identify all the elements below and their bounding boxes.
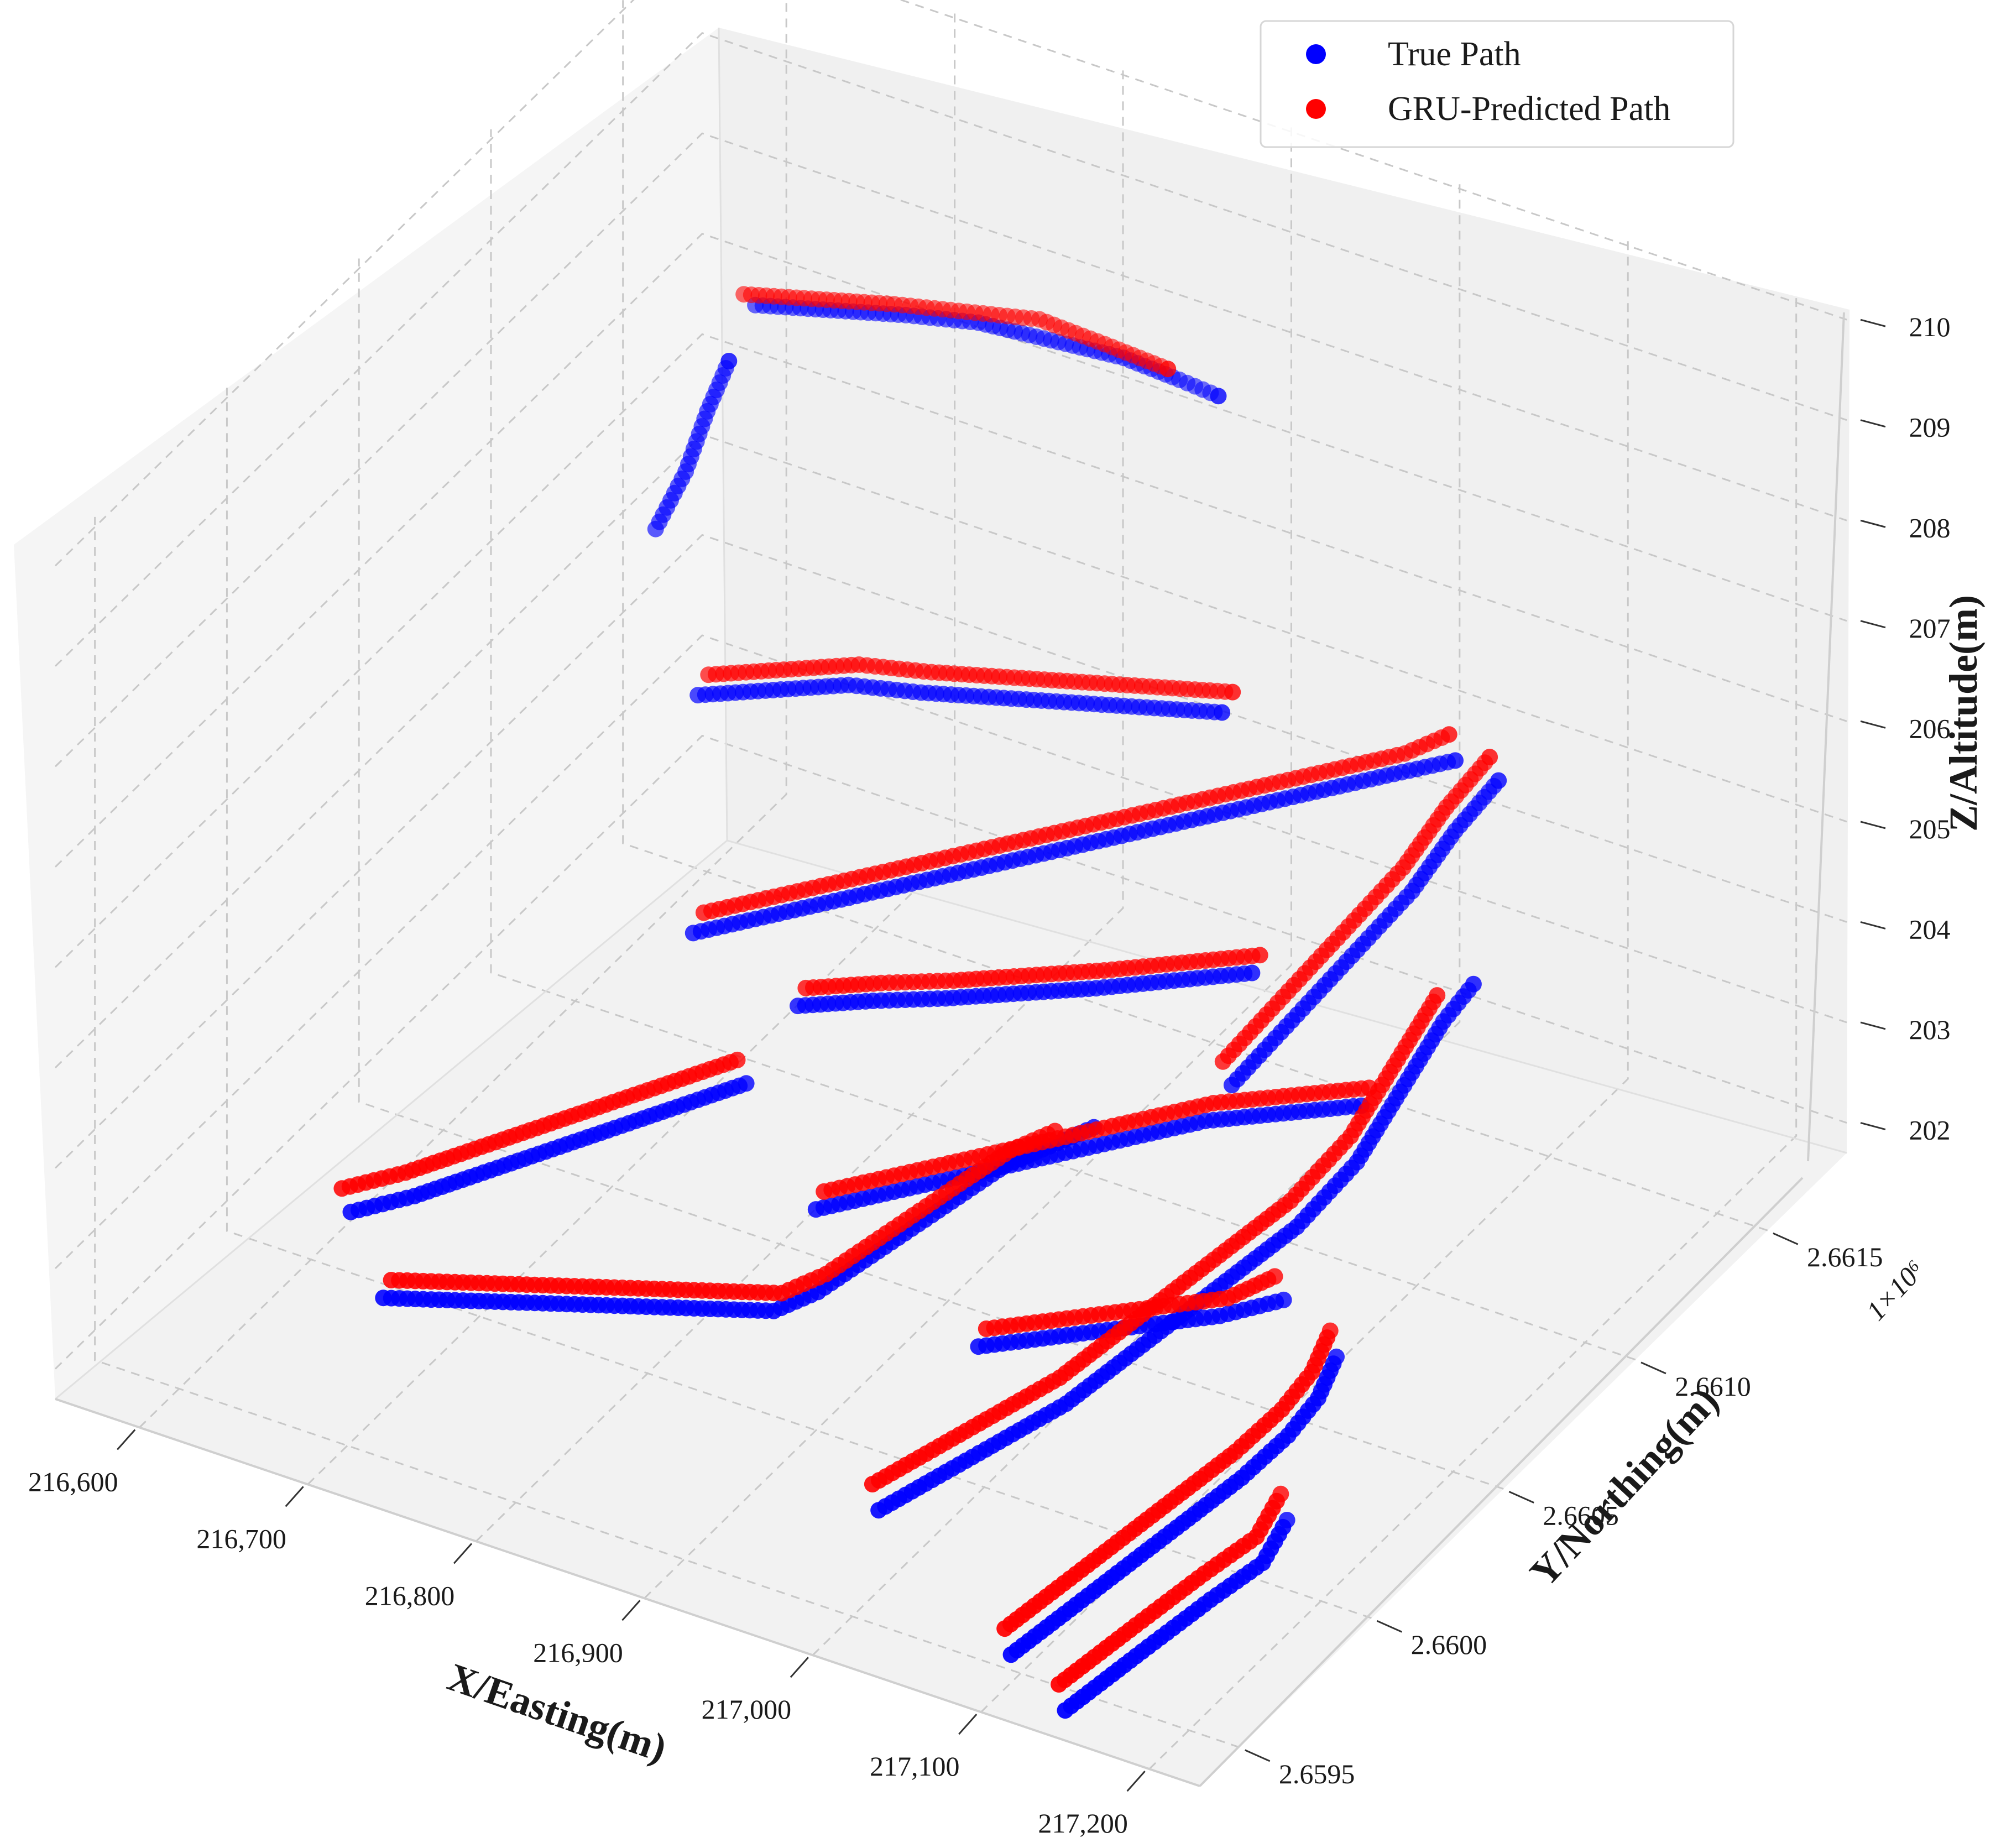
scatter-points [333, 286, 1507, 1719]
grid-line-x [644, 122, 1292, 1599]
data-point [1447, 752, 1464, 769]
z-tick-label: 205 [1909, 813, 1951, 844]
x-tick-label: 217,000 [702, 1694, 792, 1725]
z-tick-mark [1860, 821, 1886, 829]
z-tick-label: 204 [1909, 913, 1951, 944]
data-point [1244, 964, 1261, 982]
x-tick-mark [1126, 1771, 1146, 1792]
data-point [1272, 1485, 1289, 1502]
data-point [1214, 704, 1231, 721]
grid-line-y [94, 516, 1240, 1748]
z-tick-mark [1860, 921, 1886, 930]
data-point [729, 1051, 746, 1068]
x-tick-mark [453, 1543, 473, 1564]
z-tick-label: 210 [1909, 311, 1951, 342]
grid-line-z [54, 32, 1847, 667]
z-axis-line [1807, 312, 1845, 1162]
left-wall-pane [14, 28, 727, 1399]
z-tick-mark [1860, 620, 1886, 629]
y-tick-label: 2.6610 [1675, 1371, 1751, 1402]
x-tick-label: 216,700 [196, 1523, 286, 1554]
z-tick-label: 208 [1909, 512, 1951, 543]
data-point [1159, 361, 1177, 378]
z-tick-mark [1860, 319, 1886, 327]
y-tick-mark [1245, 1749, 1271, 1762]
y-tick-mark [1376, 1620, 1403, 1633]
data-point [1278, 1512, 1295, 1528]
axis-ticks: 216,600 216,700 216,800 216,900 217,000 217,1… [28, 311, 1951, 1839]
x-tick-mark [958, 1714, 978, 1735]
x-axis-label: X/Easting(m) [442, 1654, 672, 1771]
z-tick-mark [1860, 1122, 1886, 1130]
data-point [1224, 683, 1241, 701]
grid-line-z [54, 634, 1847, 1270]
grid-line-x [1148, 293, 1798, 1770]
y-tick-label: 2.6595 [1279, 1758, 1355, 1789]
legend-label-gru-path: GRU-Predicted Path [1388, 90, 1670, 128]
y-tick-label: 2.6600 [1411, 1629, 1487, 1660]
y-tick-mark [1773, 1232, 1799, 1245]
z-tick-label: 203 [1909, 1014, 1951, 1045]
z-tick-mark [1860, 519, 1886, 528]
data-point [1328, 1348, 1345, 1365]
x-tick-mark [790, 1657, 809, 1678]
z-tick-mark [1860, 720, 1886, 729]
grid-line-z [54, 233, 1847, 868]
z-tick-mark [1860, 1021, 1886, 1030]
y-tick-mark [1640, 1361, 1666, 1375]
grid-line-z [54, 132, 1847, 768]
x-tick-label: 217,100 [870, 1751, 960, 1782]
data-point [738, 1075, 755, 1092]
grid-line-x [475, 65, 1124, 1542]
x-axis-line [55, 1398, 1200, 1787]
series-gru-predicted-path [333, 286, 1498, 1693]
z-tick-label: 206 [1909, 713, 1951, 744]
x-tick-label: 216,600 [28, 1466, 118, 1497]
data-point [1465, 975, 1482, 993]
z-tick-label: 202 [1909, 1115, 1951, 1146]
grid-line-z [54, 0, 1847, 567]
grid-line-x [980, 236, 1629, 1713]
legend-label-true-path: True Path [1388, 35, 1521, 73]
x-tick-label: 216,900 [533, 1637, 623, 1668]
data-point [1251, 947, 1268, 964]
y-tick-label: 2.6615 [1807, 1241, 1883, 1272]
data-point [1490, 772, 1507, 789]
legend-box [1260, 20, 1734, 148]
y-tick-mark [1508, 1491, 1534, 1504]
grid-line-y [226, 388, 1372, 1619]
data-point [1440, 726, 1457, 743]
z-tick-mark [1860, 419, 1886, 428]
data-point [1429, 987, 1446, 1004]
data-point [720, 353, 738, 369]
x-tick-label: 216,800 [365, 1580, 455, 1611]
x-tick-label: 217,200 [1038, 1808, 1128, 1839]
data-point [1210, 388, 1227, 405]
legend-marker-gru-path [1306, 99, 1326, 119]
x-tick-mark [285, 1486, 304, 1507]
data-point [1321, 1322, 1339, 1339]
data-point [1275, 1291, 1292, 1308]
x-tick-mark [621, 1600, 641, 1621]
legend-marker-true-path [1306, 44, 1326, 64]
data-point [1481, 749, 1498, 766]
legend: True Path GRU-Predicted Path [1260, 20, 1734, 148]
grid-line-x [812, 179, 1461, 1656]
data-point [1266, 1268, 1283, 1285]
z-tick-label: 207 [1909, 613, 1951, 644]
y-axis-line [1199, 1177, 1804, 1787]
y-tick-label: 2.6605 [1543, 1500, 1619, 1531]
grid-line-z [54, 333, 1847, 968]
x-tick-mark [117, 1429, 136, 1450]
z-axis-label: Z/Altitude(m) [1941, 595, 1986, 832]
z-tick-label: 209 [1909, 412, 1951, 443]
